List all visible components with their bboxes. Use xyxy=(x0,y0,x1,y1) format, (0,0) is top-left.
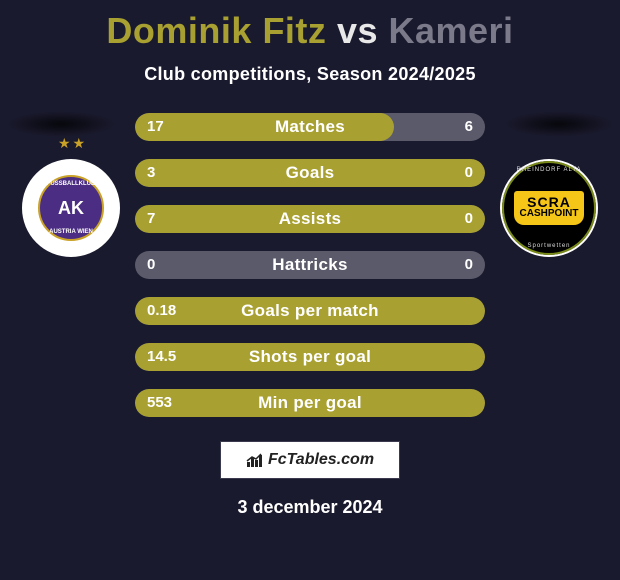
stat-label: Matches xyxy=(135,113,485,141)
stat-label: Goals xyxy=(135,159,485,187)
stat-bar: 0Hattricks0 xyxy=(135,251,485,279)
stat-value-right: 0 xyxy=(465,205,473,233)
stat-label: Hattricks xyxy=(135,251,485,279)
club-crest-left: ★ ★ FUSSBALLKLUB AK AUSTRIA WIEN xyxy=(22,159,120,257)
stat-label: Shots per goal xyxy=(135,343,485,371)
chart-icon xyxy=(246,452,264,468)
crest-stars: ★ ★ xyxy=(22,135,120,152)
brand-text: FcTables.com xyxy=(268,451,374,469)
stat-bar: 14.5Shots per goal xyxy=(135,343,485,371)
crest-left-monogram: AK xyxy=(58,198,84,219)
crest-left-text-top: FUSSBALLKLUB xyxy=(40,181,102,187)
stat-bar: 17Matches6 xyxy=(135,113,485,141)
footer-date: 3 december 2024 xyxy=(0,497,620,518)
stat-value-right: 0 xyxy=(465,251,473,279)
shadow-left xyxy=(6,111,116,137)
crest-right-arc-top: RHEINDORF ALTA xyxy=(502,167,596,173)
brand-box: FcTables.com xyxy=(220,441,400,479)
comparison-panel: ★ ★ FUSSBALLKLUB AK AUSTRIA WIEN RHEINDO… xyxy=(0,113,620,417)
stat-label: Min per goal xyxy=(135,389,485,417)
shadow-right xyxy=(504,111,614,137)
subtitle: Club competitions, Season 2024/2025 xyxy=(0,64,620,85)
player2-name: Kameri xyxy=(389,10,514,51)
page-title: Dominik Fitz vs Kameri xyxy=(0,0,620,52)
stat-bars: 17Matches63Goals07Assists00Hattricks00.1… xyxy=(135,113,485,417)
stat-label: Goals per match xyxy=(135,297,485,325)
stat-value-right: 6 xyxy=(465,113,473,141)
club-crest-right: RHEINDORF ALTA SCRA CASHPOINT Sportwette… xyxy=(500,159,598,257)
player1-name: Dominik Fitz xyxy=(106,10,326,51)
crest-right-arc-bottom: Sportwetten xyxy=(502,243,596,249)
vs-text: vs xyxy=(337,10,378,51)
stat-value-right: 0 xyxy=(465,159,473,187)
stat-bar: 7Assists0 xyxy=(135,205,485,233)
stat-bar: 553Min per goal xyxy=(135,389,485,417)
stat-bar: 0.18Goals per match xyxy=(135,297,485,325)
stat-label: Assists xyxy=(135,205,485,233)
stat-bar: 3Goals0 xyxy=(135,159,485,187)
crest-left-text-bottom: AUSTRIA WIEN xyxy=(40,229,102,235)
